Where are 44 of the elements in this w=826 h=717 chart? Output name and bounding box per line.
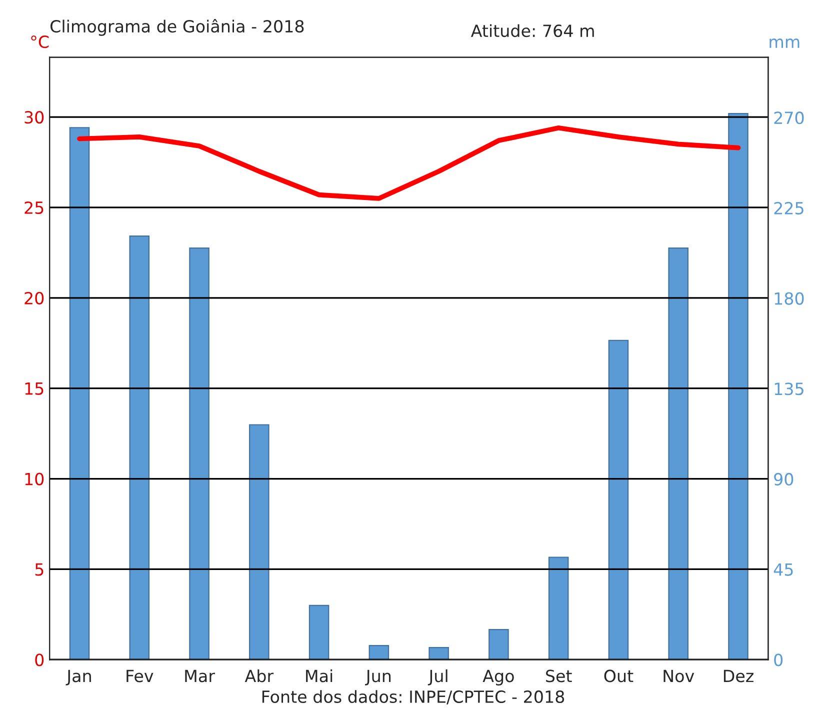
- bar: [69, 127, 90, 660]
- y-tick-label: 25: [24, 201, 44, 214]
- x-tick-label: Mai: [306, 669, 332, 682]
- bar: [668, 248, 688, 660]
- y-axis-title: °C: [31, 36, 49, 48]
- source-note: Fonte dos dados: INPE/CPTEC - 2018: [262, 690, 564, 704]
- y-tick-label: 0: [35, 654, 44, 666]
- x-tick-label: Jan: [66, 670, 91, 686]
- y2-tick-label: 0: [774, 654, 783, 666]
- x-tick-label: Mar: [185, 670, 215, 682]
- line-series: [77, 125, 741, 201]
- bar: [308, 604, 330, 660]
- y-tick-label: 15: [25, 382, 44, 395]
- bar: [129, 235, 150, 660]
- x-tick-label: Jul: [428, 669, 448, 686]
- x-tick-label: Nov: [664, 670, 694, 682]
- y-tick-label: 30: [24, 111, 44, 124]
- bar: [728, 113, 748, 660]
- bar: [249, 424, 270, 660]
- y-tick-label: 10: [25, 472, 44, 486]
- bar: [428, 647, 449, 660]
- bar: [368, 645, 390, 660]
- x-tick-label: Dez: [724, 670, 754, 682]
- y2-tick-label: 225: [774, 202, 804, 214]
- x-tick-label: Out: [604, 670, 634, 682]
- bar: [548, 556, 569, 660]
- x-tick-label: Abr: [244, 669, 274, 682]
- y2-tick-label: 45: [774, 563, 793, 576]
- bar: [488, 628, 509, 660]
- y2-axis-title: mm: [770, 38, 800, 48]
- x-tick-label: Set: [546, 670, 572, 682]
- y2-tick-label: 90: [774, 472, 794, 486]
- y2-tick-label: 135: [774, 382, 804, 396]
- y-tick-label: 20: [24, 292, 44, 304]
- text: Atitude: 764 m: [470, 24, 594, 38]
- x-tick-label: Fev: [126, 670, 154, 682]
- x-tick-label: Jun: [365, 670, 391, 686]
- bar: [189, 248, 210, 660]
- bar: [608, 340, 629, 660]
- x-tick-label: Ago: [482, 670, 514, 686]
- y2-tick-label: 270: [774, 112, 804, 124]
- y-tick-label: 5: [35, 563, 44, 576]
- chart-title: Climograma de Goiânia - 2018: [50, 19, 304, 36]
- y2-tick-label: 180: [774, 292, 804, 305]
